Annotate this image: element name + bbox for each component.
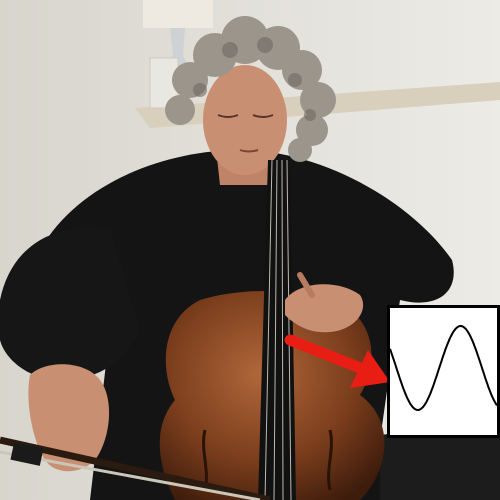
sine-wave	[390, 324, 497, 412]
mouth	[239, 149, 259, 153]
lamp-shade	[143, 0, 213, 28]
cello-fingerboard	[258, 160, 296, 500]
face	[203, 65, 287, 175]
left-hand	[285, 284, 364, 333]
bow-hand	[28, 364, 110, 472]
red-arrow	[284, 334, 390, 388]
bow-stick	[0, 436, 271, 500]
left-arm-sleeve	[0, 228, 140, 380]
left-eye	[217, 114, 239, 118]
sine-wave-graphic	[390, 324, 497, 412]
cello-strings	[264, 159, 292, 500]
right-eye	[252, 114, 274, 118]
waveform-inset	[387, 305, 500, 438]
bow-hair	[0, 450, 261, 500]
bow-frog	[10, 442, 44, 466]
